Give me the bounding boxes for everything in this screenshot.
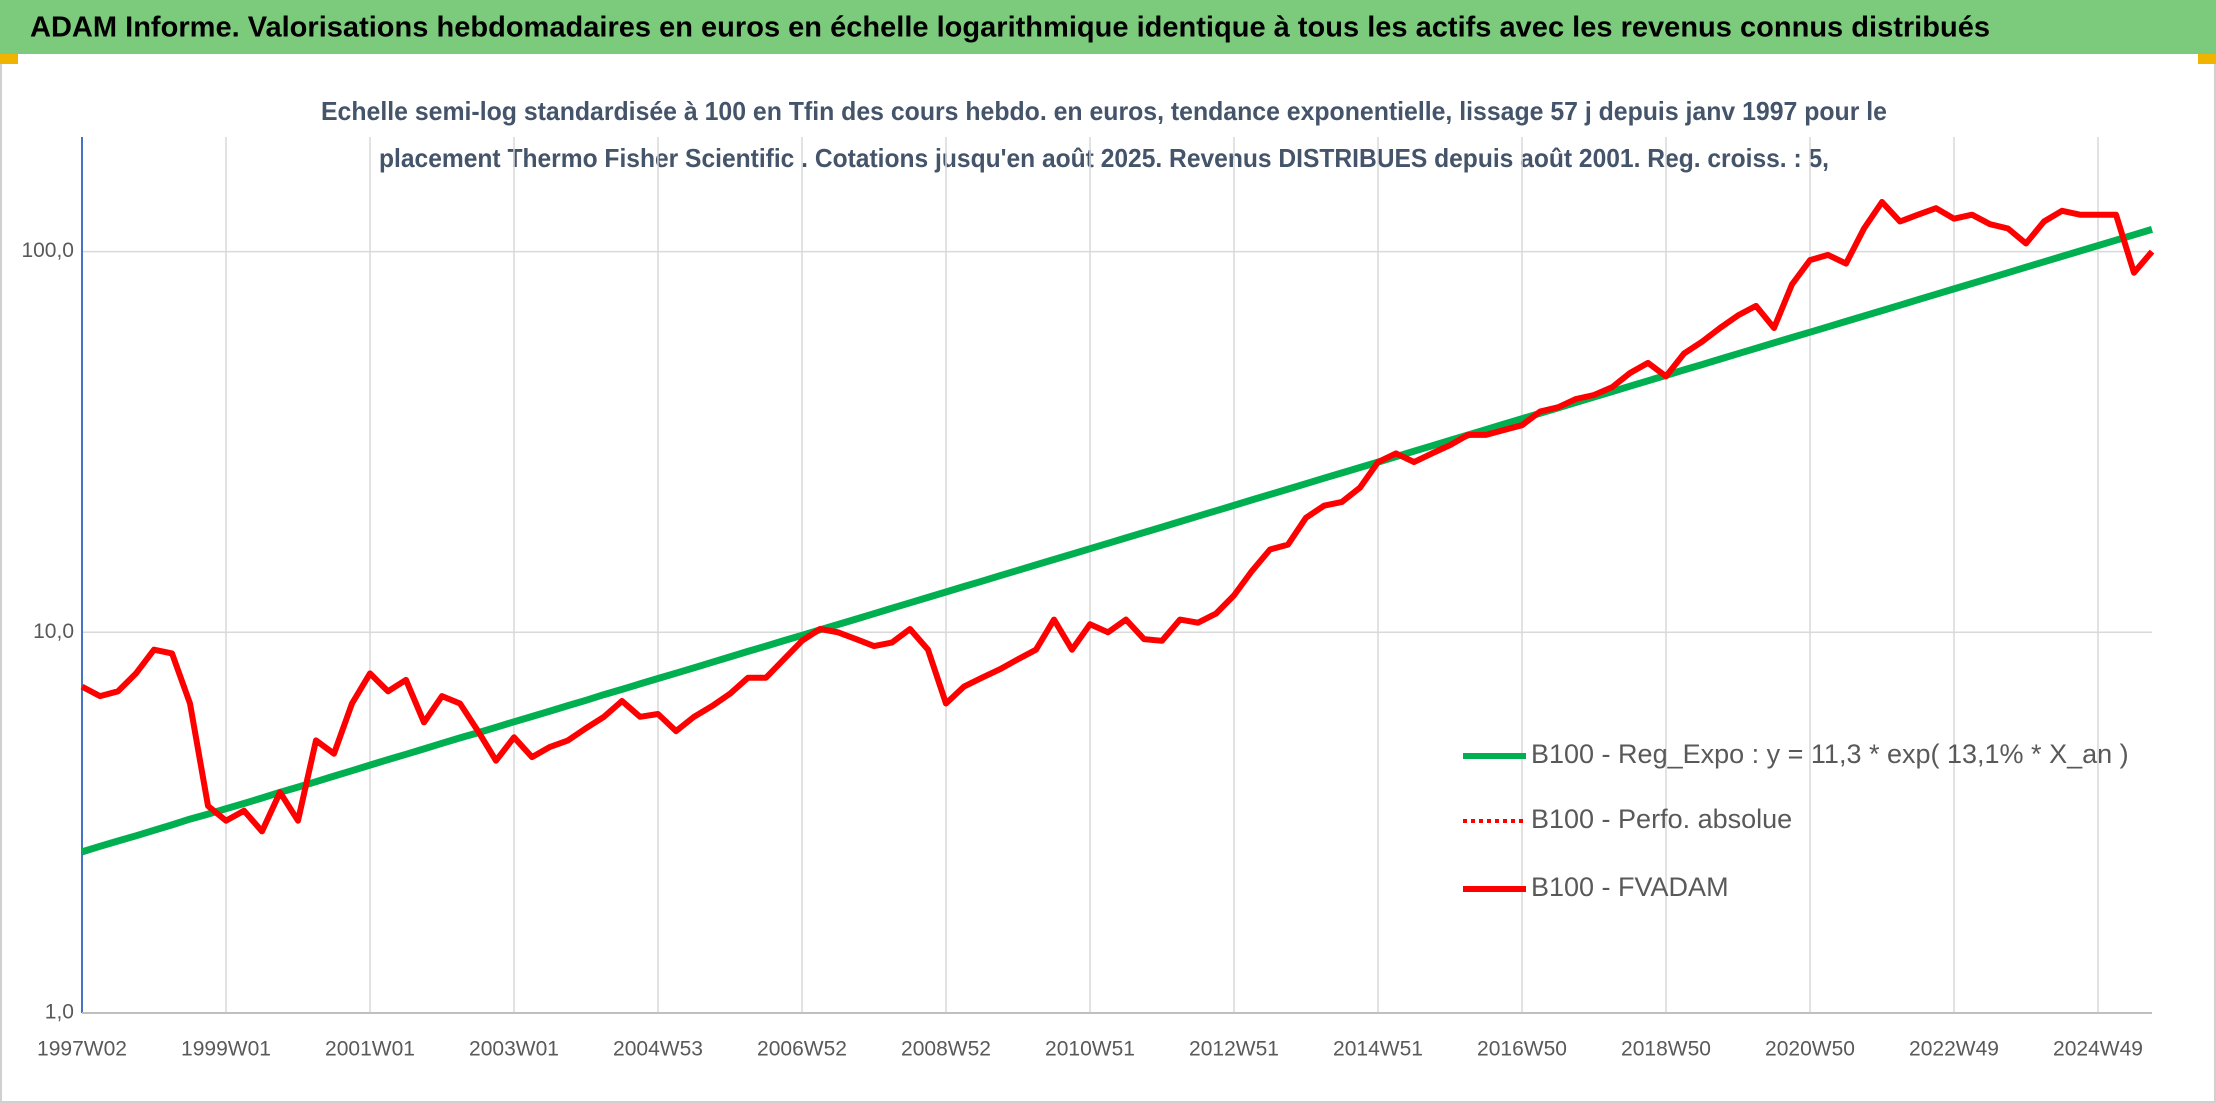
x-tick-label: 2003W01: [469, 1038, 559, 1061]
x-tick-label: 2004W53: [613, 1038, 703, 1061]
legend-label: B100 - Reg_Expo : y = 11,3 * exp( 13,1% …: [1531, 739, 2129, 769]
x-tick-label: 2014W51: [1333, 1038, 1423, 1061]
y-tick-label: 100,0: [21, 239, 74, 262]
chart-subtitle: placement Thermo Fisher Scientific . Cot…: [379, 143, 1829, 173]
x-tick-label: 2022W49: [1909, 1038, 1999, 1061]
x-tick-label: 1997W02: [37, 1038, 127, 1061]
x-tick-label: 2018W50: [1621, 1038, 1711, 1061]
y-tick-label: 10,0: [33, 620, 74, 643]
chart-subtitle: Echelle semi-log standardisée à 100 en T…: [321, 96, 1887, 126]
corner-mark: [2198, 54, 2216, 64]
data-line: [80, 199, 2155, 835]
title-bar: [0, 0, 2216, 54]
data-line: [80, 226, 2154, 856]
legend-label: B100 - FVADAM: [1531, 872, 1729, 902]
x-tick-label: 2020W50: [1765, 1038, 1855, 1061]
x-tick-label: 2024W49: [2053, 1038, 2143, 1061]
y-tick-label: 1,0: [45, 1001, 74, 1024]
x-tick-label: 1999W01: [181, 1038, 271, 1061]
x-tick-label: 2008W52: [901, 1038, 991, 1061]
x-tick-label: 2006W52: [757, 1038, 847, 1061]
x-tick-label: 2016W50: [1477, 1038, 1567, 1061]
x-tick-label: 2010W51: [1045, 1038, 1135, 1061]
x-tick-label: 2001W01: [325, 1038, 415, 1061]
plot-area: 1,0 10,0 100,0 1997W02 1999W01 2001W01 2003W01…: [21, 137, 2155, 1061]
x-tick-label: 2012W51: [1189, 1038, 1279, 1061]
legend-label: B100 - Perfo. absolue: [1531, 804, 1792, 834]
corner-mark: [0, 54, 18, 64]
chart-title: ADAM Informe. Valorisations hebdomadaire…: [30, 12, 1990, 44]
